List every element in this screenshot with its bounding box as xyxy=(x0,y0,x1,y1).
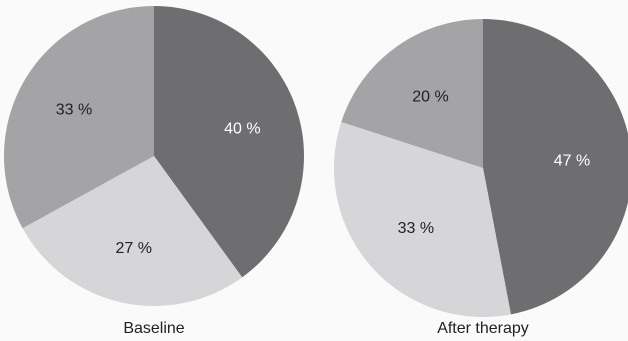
baseline-chart-title: Baseline xyxy=(123,320,184,337)
after-therapy-pie-chart: 47 % 33 % 20 % xyxy=(333,18,628,317)
baseline-slice-27 xyxy=(22,156,243,307)
after-therapy-slice-label: 47 % xyxy=(554,153,590,170)
baseline-pie-chart: 40 % 27 % 33 % xyxy=(3,5,304,307)
after-therapy-slice-label: 20 % xyxy=(412,89,448,106)
after-therapy-slice-47 xyxy=(483,19,628,315)
baseline-slice-label: 33 % xyxy=(56,102,92,119)
after-therapy-chart-title: After therapy xyxy=(437,320,529,337)
baseline-slice-33 xyxy=(3,5,155,229)
after-therapy-slice-20 xyxy=(341,18,483,168)
after-therapy-slice-label: 33 % xyxy=(398,220,434,237)
after-therapy-slice-33 xyxy=(333,121,511,317)
baseline-slice-label: 27 % xyxy=(115,240,151,257)
baseline-slice-label: 40 % xyxy=(224,120,260,137)
baseline-slice-40 xyxy=(154,6,304,278)
